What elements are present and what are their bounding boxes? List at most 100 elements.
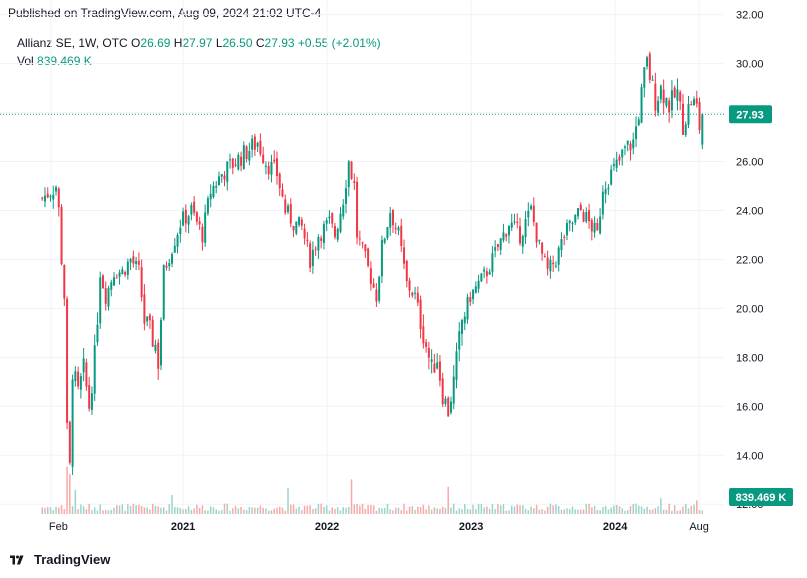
tradingview-footer[interactable]: TradingView [10,552,110,567]
candle[interactable] [601,185,604,220]
candle[interactable] [422,314,425,349]
candle[interactable] [342,199,345,220]
candle[interactable] [541,242,544,261]
candle[interactable] [469,291,472,306]
candle[interactable] [632,132,635,155]
candle[interactable] [419,295,422,339]
candle[interactable] [129,257,132,271]
candle[interactable] [441,372,444,408]
candle[interactable] [654,72,657,117]
candle[interactable] [668,97,671,123]
candle[interactable] [488,268,491,275]
candle[interactable] [215,180,218,194]
candle[interactable] [380,235,383,284]
candle[interactable] [226,161,229,191]
candle[interactable] [353,173,356,190]
candle[interactable] [516,213,519,229]
candle[interactable] [273,150,276,164]
candle[interactable] [115,273,118,279]
candle[interactable] [187,214,190,234]
candle[interactable] [623,144,626,156]
candle[interactable] [270,154,273,183]
candle[interactable] [292,225,295,238]
candle[interactable] [626,140,629,152]
candle[interactable] [309,240,312,273]
candle[interactable] [444,396,447,407]
candle[interactable] [137,252,140,271]
candle[interactable] [157,338,160,380]
candle[interactable] [240,151,243,172]
candle[interactable] [248,142,251,166]
candle[interactable] [43,187,46,208]
candle[interactable] [113,272,116,287]
candle[interactable] [124,270,127,278]
candle[interactable] [684,121,687,138]
candle[interactable] [452,365,455,410]
candle[interactable] [651,75,654,81]
candle[interactable] [386,226,389,241]
candle[interactable] [306,231,309,247]
candle[interactable] [300,217,303,230]
candle[interactable] [513,213,516,225]
candle[interactable] [695,90,698,108]
candle[interactable] [85,358,88,391]
candle[interactable] [317,234,320,259]
candle[interactable] [679,90,682,111]
candle[interactable] [391,209,394,233]
candle[interactable] [466,293,469,324]
candle[interactable] [629,140,632,161]
candle[interactable] [635,116,638,147]
candle[interactable] [336,227,339,243]
candle[interactable] [621,148,624,166]
candle[interactable] [110,279,113,297]
candle[interactable] [411,291,414,298]
candle[interactable] [408,277,411,298]
candle[interactable] [499,238,502,256]
candle[interactable] [295,221,298,236]
candle[interactable] [582,209,585,223]
candle[interactable] [99,271,102,329]
candle[interactable] [356,176,359,245]
candle[interactable] [574,214,577,225]
candle[interactable] [530,203,533,211]
candle[interactable] [505,233,508,242]
candle[interactable] [485,267,488,284]
candle[interactable] [126,258,129,280]
candle[interactable] [590,218,593,241]
candle[interactable] [171,252,174,268]
candle[interactable] [148,313,151,329]
candle[interactable] [231,157,234,175]
candle[interactable] [107,285,110,311]
candle[interactable] [68,420,71,465]
candle[interactable] [372,278,375,289]
candle[interactable] [659,84,662,104]
candle[interactable] [557,245,560,272]
candle[interactable] [198,216,201,230]
candle[interactable] [104,281,107,311]
candle[interactable] [118,269,121,285]
candle[interactable] [314,246,317,256]
candle[interactable] [585,207,588,224]
candle[interactable] [477,274,480,293]
candle[interactable] [568,219,571,232]
candle[interactable] [287,203,290,215]
candle[interactable] [328,210,331,224]
candle[interactable] [121,266,124,275]
candle[interactable] [596,218,599,231]
candle[interactable] [146,315,149,327]
candle[interactable] [690,100,693,106]
candle[interactable] [303,223,306,245]
candle[interactable] [405,259,408,288]
candle[interactable] [361,241,364,249]
candle[interactable] [494,240,497,258]
candle[interactable] [101,274,104,289]
candle[interactable] [612,157,615,171]
candle[interactable] [463,312,466,331]
candle[interactable] [322,220,325,250]
candle[interactable] [350,160,353,181]
candle[interactable] [74,366,77,387]
candle[interactable] [397,225,400,236]
candle[interactable] [179,219,182,243]
candle[interactable] [71,374,74,475]
candle[interactable] [151,315,154,347]
